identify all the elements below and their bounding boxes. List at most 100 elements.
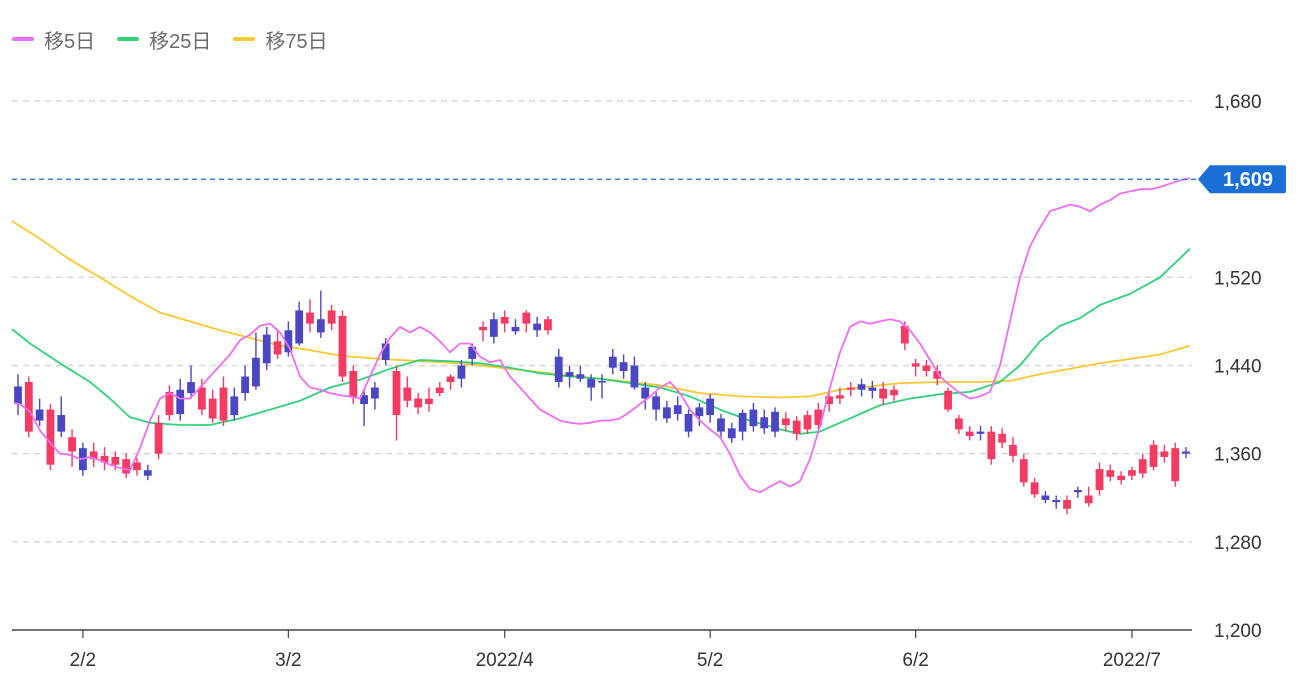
candle-body[interactable] xyxy=(241,376,250,394)
candle-body[interactable] xyxy=(619,362,628,372)
candle-body[interactable] xyxy=(89,451,98,460)
candle-body[interactable] xyxy=(890,389,898,396)
candle-body[interactable] xyxy=(403,387,412,401)
candle-body[interactable] xyxy=(219,387,228,421)
candle-body[interactable] xyxy=(489,319,498,337)
candle-body[interactable] xyxy=(111,456,120,465)
candle-body[interactable] xyxy=(1019,459,1028,483)
candle-body[interactable] xyxy=(987,431,996,460)
candle-body[interactable] xyxy=(316,319,325,333)
candle-body[interactable] xyxy=(262,334,271,364)
candle-body[interactable] xyxy=(35,409,44,421)
candle-body[interactable] xyxy=(825,396,834,405)
candle-body[interactable] xyxy=(533,323,542,331)
candle-body[interactable] xyxy=(846,387,855,390)
candle-body[interactable] xyxy=(544,319,552,331)
candle-body[interactable] xyxy=(781,418,790,426)
candle-body[interactable] xyxy=(1149,444,1158,467)
candle-body[interactable] xyxy=(327,310,336,324)
candle-body[interactable] xyxy=(295,310,304,344)
candle-body[interactable] xyxy=(727,428,736,439)
candle-body[interactable] xyxy=(641,387,650,399)
candle-body[interactable] xyxy=(576,374,585,379)
candle-body[interactable] xyxy=(435,387,444,394)
candle-body[interactable] xyxy=(176,389,185,414)
candle-body[interactable] xyxy=(446,376,455,383)
candle-body[interactable] xyxy=(608,356,617,368)
candle-body[interactable] xyxy=(706,398,715,416)
candle-body[interactable] xyxy=(933,371,942,379)
candle-body[interactable] xyxy=(425,398,433,405)
candle-body[interactable] xyxy=(695,407,704,417)
candle-body[interactable] xyxy=(392,371,401,416)
candle-body[interactable] xyxy=(1052,499,1061,503)
candle-body[interactable] xyxy=(922,365,931,372)
candle-body[interactable] xyxy=(652,396,660,410)
candle-body[interactable] xyxy=(338,315,347,377)
candle-body[interactable] xyxy=(306,312,314,324)
candle-body[interactable] xyxy=(1128,470,1136,476)
candle-body[interactable] xyxy=(673,405,682,414)
candle-body[interactable] xyxy=(230,396,239,416)
candle-body[interactable] xyxy=(46,409,55,465)
candle-body[interactable] xyxy=(954,418,963,430)
candle-body[interactable] xyxy=(998,433,1007,443)
candle-body[interactable] xyxy=(370,387,379,399)
candle-body[interactable] xyxy=(1009,444,1017,456)
candle-body[interactable] xyxy=(479,326,487,331)
candle-body[interactable] xyxy=(1171,448,1180,482)
candle-body[interactable] xyxy=(360,395,368,405)
candle-body[interactable] xyxy=(554,356,563,383)
candle-body[interactable] xyxy=(468,346,477,359)
candle-body[interactable] xyxy=(1095,469,1104,491)
candle-body[interactable] xyxy=(381,343,390,360)
candle-body[interactable] xyxy=(749,409,758,427)
candle-body[interactable] xyxy=(684,413,693,432)
candle-body[interactable] xyxy=(1041,495,1050,500)
candle-body[interactable] xyxy=(511,326,520,332)
legend-item[interactable]: 移75日 xyxy=(233,25,328,54)
candle-body[interactable] xyxy=(868,387,877,391)
candle-body[interactable] xyxy=(965,431,974,437)
candle-body[interactable] xyxy=(165,391,174,416)
candle-body[interactable] xyxy=(500,317,509,324)
legend-item[interactable]: 移5日 xyxy=(12,25,95,54)
candle-body[interactable] xyxy=(122,459,131,474)
candle-body[interactable] xyxy=(154,422,163,454)
candle-body[interactable] xyxy=(24,382,33,432)
candle-body[interactable] xyxy=(814,409,823,426)
candle-body[interactable] xyxy=(1063,499,1071,509)
candle-body[interactable] xyxy=(208,398,217,419)
candle-body[interactable] xyxy=(911,363,920,367)
candle-body[interactable] xyxy=(1138,459,1147,474)
candle-body[interactable] xyxy=(197,387,206,410)
candle-body[interactable] xyxy=(630,365,639,388)
candle-body[interactable] xyxy=(1117,475,1126,481)
candle-body[interactable] xyxy=(68,437,76,452)
candle-body[interactable] xyxy=(100,455,109,463)
candle-body[interactable] xyxy=(349,371,358,398)
candle-body[interactable] xyxy=(565,372,574,377)
candle-body[interactable] xyxy=(1160,451,1169,457)
candle-body[interactable] xyxy=(976,431,985,434)
candle-body[interactable] xyxy=(738,412,747,432)
candle-body[interactable] xyxy=(133,462,141,471)
candle-body[interactable] xyxy=(1182,451,1190,454)
candle-body[interactable] xyxy=(771,411,779,432)
candle-body[interactable] xyxy=(14,386,22,405)
candle-body[interactable] xyxy=(587,378,596,388)
candle-body[interactable] xyxy=(857,384,866,390)
candle-body[interactable] xyxy=(836,395,844,399)
candle-body[interactable] xyxy=(1084,495,1093,504)
candle-body[interactable] xyxy=(284,330,293,353)
candle-body[interactable] xyxy=(900,325,909,344)
candle-body[interactable] xyxy=(879,388,888,399)
candle-body[interactable] xyxy=(1030,482,1039,495)
candle-body[interactable] xyxy=(522,312,531,324)
candle-body[interactable] xyxy=(187,382,195,394)
candle-body[interactable] xyxy=(273,341,282,355)
candle-body[interactable] xyxy=(717,418,725,432)
candle-body[interactable] xyxy=(414,398,423,408)
candle-body[interactable] xyxy=(457,365,466,379)
